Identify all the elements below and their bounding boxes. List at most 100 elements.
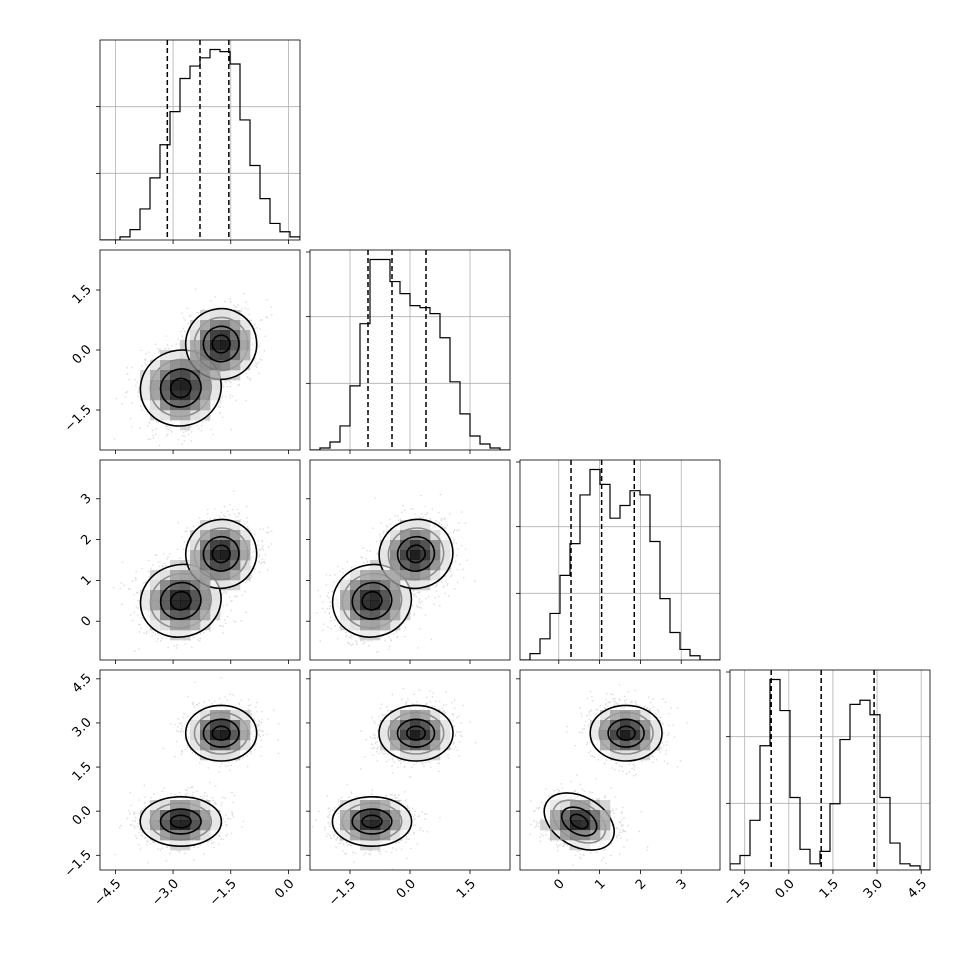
- density-core-1-0-71: [180, 400, 191, 411]
- xtick-label-0-3: 0.0: [272, 876, 297, 901]
- density-core-2-1-25: [400, 560, 411, 571]
- density-core-1-0-22: [240, 340, 251, 351]
- density-core-3-1-6: [390, 720, 401, 731]
- density-core-2-1-63: [350, 610, 361, 621]
- density-core-3-2-7: [610, 720, 621, 731]
- xtick-label-2-0: 0: [551, 876, 567, 892]
- density-core-3-1-52: [360, 830, 371, 841]
- density-core-2-0-52: [170, 590, 181, 601]
- density-core-3-0-42: [150, 820, 161, 831]
- density-core-3-2-38: [580, 810, 591, 821]
- hist-panel-1: [306, 249, 511, 451]
- density-core-3-2-52: [590, 830, 601, 841]
- density-core-2-0-60: [170, 600, 181, 611]
- density-core-3-1-54: [380, 830, 391, 841]
- density-core-2-0-18: [210, 550, 221, 561]
- density-core-1-0-37: [200, 360, 211, 371]
- density-cell-3-2-41: [540, 820, 551, 831]
- density-core-2-0-68: [180, 610, 191, 621]
- density-core-2-1-17: [400, 550, 411, 561]
- density-core-2-0-36: [210, 570, 221, 581]
- density-core-3-2-40: [600, 810, 611, 821]
- ytick-label-1-0: −1.5: [62, 402, 95, 435]
- density-core-3-1-51: [350, 830, 361, 841]
- density-core-2-1-56: [350, 600, 361, 611]
- density-core-1-0-33: [160, 360, 171, 371]
- density-core-2-1-58: [370, 600, 381, 611]
- density-core-2-0-13: [220, 540, 231, 551]
- density-core-2-1-42: [370, 580, 381, 591]
- density-core-1-0-35: [180, 360, 191, 371]
- xtick-label-2-3: 3: [674, 876, 690, 892]
- density-core-3-1-34: [380, 800, 391, 811]
- density-core-2-1-12: [420, 540, 431, 551]
- contour-inner-3-2-0-1: [560, 806, 598, 837]
- density-cell-3-2-34: [600, 800, 611, 811]
- density-core-2-0-63: [200, 600, 211, 611]
- density-core-1-0-70: [170, 400, 181, 411]
- density-core-2-0-45: [200, 580, 211, 591]
- hist-frame-0: [99, 39, 301, 241]
- density-core-2-1-40: [350, 580, 361, 591]
- density-core-1-0-8: [230, 320, 241, 331]
- hist-panel-2: [516, 459, 721, 661]
- density-core-2-1-41: [360, 580, 371, 591]
- density-core-3-2-35: [550, 810, 561, 821]
- density-core-3-2-42: [550, 820, 561, 831]
- density-core-2-0-51: [160, 590, 171, 601]
- hist-frame-2: [519, 459, 721, 661]
- density-core-2-0-19: [220, 550, 231, 561]
- joint-panel-2-0: [100, 460, 300, 660]
- density-core-3-2-3: [630, 710, 641, 721]
- xtick-label-0-0: −4.5: [91, 876, 124, 909]
- hist-step-0: [100, 48, 300, 240]
- xtick-label-3-2: 1.5: [817, 876, 842, 901]
- density-core-3-0-38: [190, 810, 201, 821]
- density-core-1-0-14: [230, 330, 241, 341]
- ytick-label-1-2: 1.5: [70, 282, 95, 307]
- density-core-3-1-22: [410, 740, 421, 751]
- density-core-2-1-64: [360, 610, 371, 621]
- density-core-3-2-6: [600, 720, 611, 731]
- xtick-label-3-0: −1.5: [721, 876, 754, 909]
- density-core-2-0-11: [200, 540, 211, 551]
- density-core-1-0-38: [210, 360, 221, 371]
- density-core-3-1-15: [410, 730, 421, 741]
- ytick-label-3-2: 1.5: [70, 759, 95, 784]
- contour-inner-2-0-1-0: [211, 544, 231, 564]
- density-core-1-0-63: [170, 390, 181, 401]
- density-core-2-1-10: [400, 540, 411, 551]
- density-core-2-1-66: [380, 610, 391, 621]
- density-core-1-0-29: [220, 350, 231, 361]
- density-core-3-0-16: [240, 730, 251, 741]
- density-core-2-0-38: [230, 570, 241, 581]
- xtick-label-3-3: 3.0: [861, 876, 886, 901]
- contour-inner-3-1-1-1: [396, 718, 436, 748]
- density-core-2-0-21: [240, 550, 251, 561]
- density-core-1-0-58: [200, 380, 211, 391]
- density-core-1-0-66: [200, 390, 211, 401]
- density-core-3-0-36: [170, 810, 181, 821]
- density-core-2-0-24: [190, 560, 201, 571]
- density-core-2-0-76: [190, 620, 201, 631]
- density-core-2-1-36: [410, 570, 421, 581]
- density-core-3-2-10: [640, 720, 651, 731]
- density-core-3-1-17: [430, 730, 441, 741]
- density-core-3-2-45: [580, 820, 591, 831]
- density-core-3-1-40: [380, 810, 391, 821]
- density-core-3-0-53: [190, 830, 201, 841]
- density-core-3-2-1: [610, 710, 621, 721]
- joint-frame-2-0: [99, 459, 301, 661]
- density-core-2-0-41: [160, 580, 171, 591]
- density-core-2-0-32: [170, 570, 181, 581]
- contour-inner-2-0-0-0: [169, 590, 192, 611]
- density-core-2-0-53: [180, 590, 191, 601]
- density-core-1-0-27: [200, 350, 211, 361]
- contour-inner-3-1-0-1: [351, 808, 393, 835]
- density-core-3-1-3: [420, 710, 431, 721]
- xtick-label-1-2: 1.5: [454, 876, 479, 901]
- density-core-3-2-17: [640, 730, 651, 741]
- density-core-3-1-38: [360, 810, 371, 821]
- ytick-label-3-0: −1.5: [62, 848, 95, 881]
